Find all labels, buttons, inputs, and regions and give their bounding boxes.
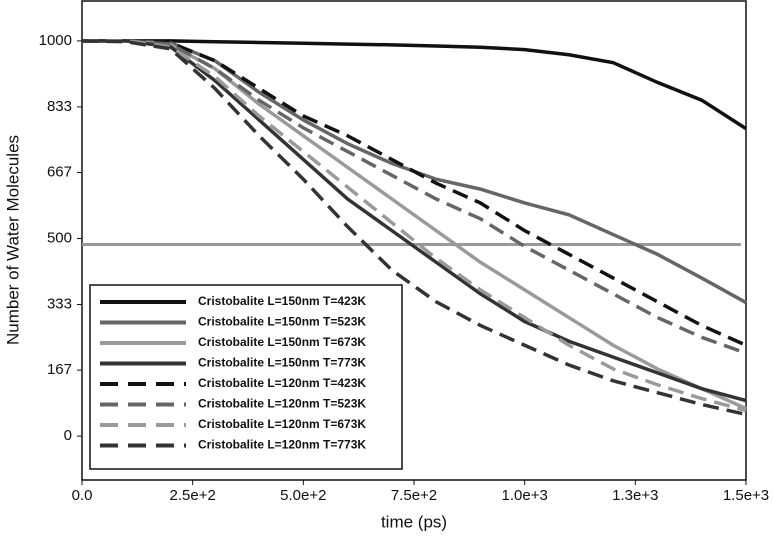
legend-box	[89, 284, 403, 470]
legend-label: Cristobalite L=150nm T=423K	[198, 294, 366, 308]
series-line	[82, 39, 747, 347]
x-tick-label: 0.0	[72, 487, 93, 504]
legend-label: Cristobalite L=120nm T=673K	[198, 417, 366, 431]
legend-label: Cristobalite L=150nm T=773K	[198, 356, 366, 370]
legend-label: Cristobalite L=150nm T=523K	[198, 315, 366, 329]
y-axis-label: Number of Water Molecules	[3, 135, 22, 345]
legend-label: Cristobalite L=120nm T=523K	[198, 397, 366, 411]
y-tick-label: 0	[64, 427, 72, 444]
y-tick-label: 667	[47, 163, 72, 180]
legend-label: Cristobalite L=120nm T=423K	[198, 376, 366, 390]
x-tick-label: 2.5e+2	[170, 487, 216, 504]
y-tick-label: 1000	[39, 32, 72, 49]
series-line	[82, 39, 747, 355]
x-tick-label: 5.0e+2	[280, 487, 326, 504]
series-line	[82, 39, 747, 131]
y-tick-label: 833	[47, 98, 72, 115]
y-tick-label: 500	[47, 229, 72, 246]
y-tick-label: 167	[47, 361, 72, 378]
x-tick-label: 1.0e+3	[502, 487, 548, 504]
x-tick-label: 1.5e+3	[723, 487, 769, 504]
legend-label: Cristobalite L=120nm T=773K	[198, 438, 366, 452]
x-tick-label: 1.3e+3	[612, 487, 658, 504]
x-axis-label: time (ps)	[381, 512, 447, 531]
series-line	[82, 39, 747, 403]
x-tick-label: 7.5e+2	[391, 487, 437, 504]
series-line	[82, 39, 747, 411]
series-line	[81, 39, 747, 417]
y-tick-label: 333	[47, 295, 72, 312]
legend-label: Cristobalite L=150nm T=673K	[198, 335, 366, 349]
series-line	[82, 39, 747, 413]
